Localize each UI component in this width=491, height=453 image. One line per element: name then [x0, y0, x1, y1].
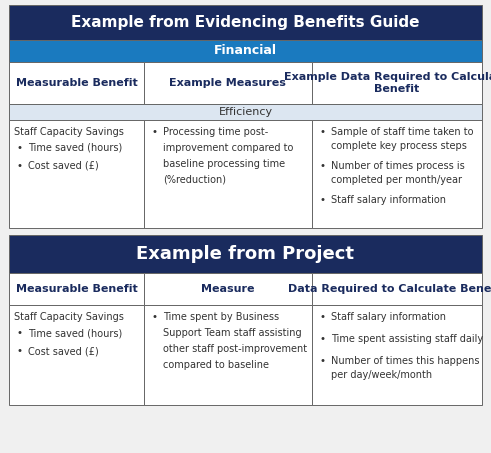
- Text: •: •: [320, 356, 326, 366]
- Bar: [9, 235, 482, 273]
- Text: •: •: [17, 161, 23, 171]
- Text: Example from Project: Example from Project: [136, 245, 355, 263]
- Text: Number of times process is: Number of times process is: [331, 161, 464, 171]
- Text: per day/week/month: per day/week/month: [331, 370, 432, 380]
- Text: other staff post-improvement: other staff post-improvement: [163, 344, 307, 354]
- Text: Measurable Benefit: Measurable Benefit: [16, 78, 137, 88]
- Text: Example Measures: Example Measures: [169, 78, 286, 88]
- Text: Time saved (hours): Time saved (hours): [28, 143, 122, 153]
- Bar: [9, 62, 144, 104]
- Bar: [9, 273, 144, 305]
- Text: Support Team staff assisting: Support Team staff assisting: [163, 328, 301, 338]
- Bar: [9, 5, 482, 40]
- Text: Number of times this happens: Number of times this happens: [331, 356, 479, 366]
- Text: Cost saved (£): Cost saved (£): [28, 346, 99, 356]
- Text: •: •: [152, 127, 158, 137]
- Text: (%reduction): (%reduction): [163, 175, 226, 185]
- Text: •: •: [320, 195, 326, 205]
- Text: •: •: [17, 143, 23, 153]
- Text: Time spent by Business: Time spent by Business: [163, 312, 279, 322]
- Text: Financial: Financial: [214, 44, 277, 58]
- Bar: [144, 305, 312, 405]
- Text: Processing time post-: Processing time post-: [163, 127, 268, 137]
- Text: Staff Capacity Savings: Staff Capacity Savings: [14, 127, 124, 137]
- Bar: [312, 305, 482, 405]
- Bar: [144, 120, 312, 228]
- Text: Cost saved (£): Cost saved (£): [28, 161, 99, 171]
- Text: Time saved (hours): Time saved (hours): [28, 328, 122, 338]
- Text: Time spent assisting staff daily: Time spent assisting staff daily: [331, 334, 483, 344]
- Bar: [9, 120, 144, 228]
- Text: complete key process steps: complete key process steps: [331, 141, 466, 151]
- Text: Example from Evidencing Benefits Guide: Example from Evidencing Benefits Guide: [71, 15, 420, 30]
- Text: Efficiency: Efficiency: [218, 107, 273, 117]
- Text: compared to baseline: compared to baseline: [163, 360, 269, 370]
- Text: •: •: [320, 334, 326, 344]
- Text: Sample of staff time taken to: Sample of staff time taken to: [331, 127, 473, 137]
- Text: Measurable Benefit: Measurable Benefit: [16, 284, 137, 294]
- Text: improvement compared to: improvement compared to: [163, 143, 293, 153]
- Bar: [312, 273, 482, 305]
- Text: Example Data Required to Calculate
Benefit: Example Data Required to Calculate Benef…: [284, 72, 491, 94]
- Text: •: •: [152, 312, 158, 322]
- Bar: [144, 273, 312, 305]
- Text: Data Required to Calculate Benefit: Data Required to Calculate Benefit: [288, 284, 491, 294]
- Text: Staff salary information: Staff salary information: [331, 312, 446, 322]
- Text: •: •: [320, 161, 326, 171]
- Bar: [9, 40, 482, 62]
- Text: Measure: Measure: [201, 284, 254, 294]
- Text: •: •: [320, 127, 326, 137]
- Text: completed per month/year: completed per month/year: [331, 175, 462, 185]
- Text: Staff salary information: Staff salary information: [331, 195, 446, 205]
- Text: Staff Capacity Savings: Staff Capacity Savings: [14, 312, 124, 322]
- Bar: [9, 104, 482, 120]
- Text: baseline processing time: baseline processing time: [163, 159, 285, 169]
- Bar: [9, 305, 144, 405]
- Bar: [144, 62, 312, 104]
- Text: •: •: [17, 346, 23, 356]
- Text: •: •: [320, 312, 326, 322]
- Bar: [312, 120, 482, 228]
- Bar: [312, 62, 482, 104]
- Text: •: •: [17, 328, 23, 338]
